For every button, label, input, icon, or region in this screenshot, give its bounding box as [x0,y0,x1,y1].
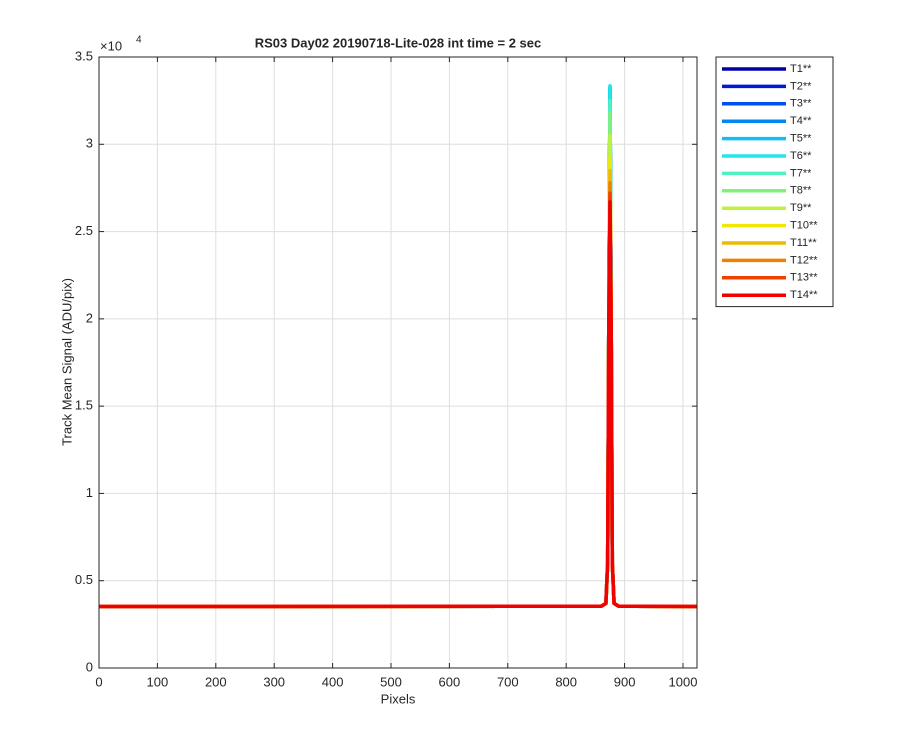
x-tick-label: 0 [95,674,102,689]
y-tick-label: 0.5 [75,572,93,587]
x-tick-label: 800 [555,674,577,689]
x-tick-label: 600 [439,674,461,689]
plot-frame [98,56,698,669]
legend-label: T7** [790,167,812,179]
legend-label: T8** [790,185,812,197]
x-tick-label: 400 [322,674,344,689]
x-tick-label: 100 [147,674,169,689]
legend-label: T9** [790,202,812,214]
legend-label: T11** [790,237,817,249]
y-tick-label: 2.5 [75,223,93,238]
y-tick-label: 1.5 [75,398,93,413]
series-line [98,200,698,609]
y-tick-label: 2 [86,310,93,325]
legend-box [715,56,834,308]
legend-label: T3** [790,98,812,110]
x-tick-label: 1000 [669,674,698,689]
legend-label: T2** [790,80,812,92]
y-tick-label: 0 [86,659,93,674]
y-tick-label: 1 [86,485,93,500]
legend-label: T4** [790,115,812,127]
legend-label: T10** [790,220,818,232]
x-tick-label: 200 [205,674,227,689]
legend-label: T1** [790,63,812,75]
legend-label: T12** [790,254,818,266]
chart-title: RS03 Day02 20190718-Lite-028 int time = … [255,35,542,50]
x-tick-label: 900 [614,674,636,689]
legend: T1** T2** T3** T4** T5** T6** T7** T8** T9** T10*… [715,56,834,308]
x-tick-label: 500 [380,674,402,689]
y-multiplier-exponent: 4 [136,35,142,46]
y-axis-label: Track Mean Signal (ADU/pix) [59,278,74,446]
legend-label: T14** [790,289,818,301]
x-axis-label: Pixels [381,691,416,706]
y-tick-label: 3.5 [75,48,93,63]
x-tick-label: 300 [263,674,285,689]
y-tick-label: 3 [86,136,93,151]
legend-label: T13** [790,272,818,284]
legend-label: T5** [790,133,812,145]
legend-label: T6** [790,150,812,162]
y-multiplier-base: ×10 [100,38,122,53]
x-tick-label: 700 [497,674,519,689]
